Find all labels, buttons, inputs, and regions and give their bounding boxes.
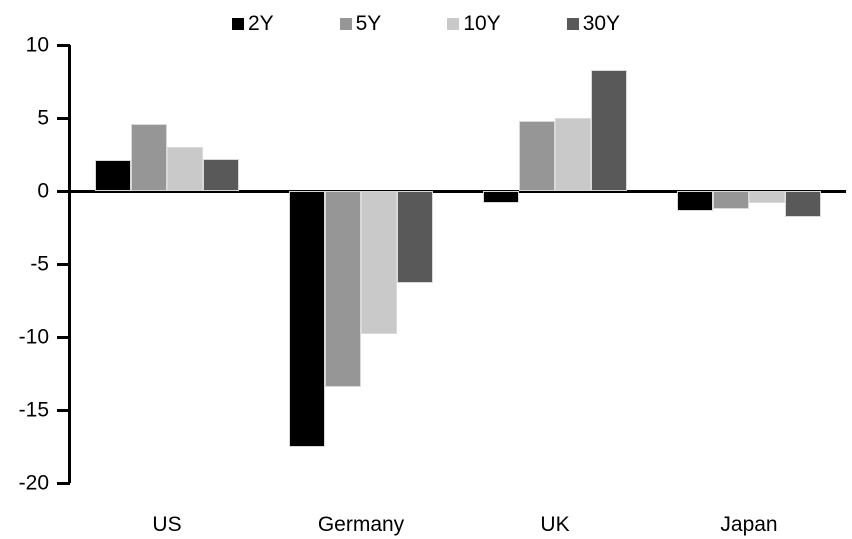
bar-us-10y xyxy=(167,147,203,191)
y-tick-label: -5 xyxy=(30,252,49,276)
y-axis-tick xyxy=(57,43,70,47)
y-axis-tick xyxy=(57,262,70,266)
bar-japan-2y xyxy=(677,191,713,212)
legend-item-2y: 2Y xyxy=(231,12,274,35)
y-axis-tick xyxy=(57,408,70,412)
bar-us-5y xyxy=(131,123,167,191)
y-axis-tick xyxy=(57,116,70,120)
y-axis-tick xyxy=(57,481,70,485)
bar-germany-30y xyxy=(397,191,433,283)
bar-japan-5y xyxy=(713,191,749,209)
y-tick-label: 5 xyxy=(37,106,49,130)
bar-uk-5y xyxy=(519,120,555,191)
legend-label: 30Y xyxy=(582,12,621,35)
bar-germany-10y xyxy=(361,191,397,335)
legend-label: 10Y xyxy=(463,12,501,35)
bar-uk-2y xyxy=(483,191,519,203)
x-axis-label-us: US xyxy=(152,513,182,536)
legend-item-5y: 5Y xyxy=(339,12,382,35)
legend-swatch-icon xyxy=(447,17,460,30)
y-tick-label: -20 xyxy=(18,471,49,495)
bar-japan-30y xyxy=(785,191,821,218)
legend-label: 5Y xyxy=(355,12,382,35)
legend-swatch-icon xyxy=(339,17,352,30)
y-axis-tick xyxy=(57,335,70,339)
bar-germany-2y xyxy=(289,191,325,447)
bar-uk-30y xyxy=(591,69,627,191)
y-tick-label: -10 xyxy=(18,325,49,349)
legend-swatch-icon xyxy=(566,17,579,30)
bar-germany-5y xyxy=(325,191,361,387)
x-axis-label-japan: Japan xyxy=(720,513,778,536)
legend-swatch-icon xyxy=(231,17,244,30)
legend-item-30y: 30Y xyxy=(566,12,621,35)
zero-line xyxy=(68,189,846,193)
bar-japan-10y xyxy=(749,191,785,203)
bar-uk-10y xyxy=(555,118,591,191)
y-tick-label: 10 xyxy=(25,33,49,57)
legend-item-10y: 10Y xyxy=(447,12,501,35)
y-tick-label: 0 xyxy=(37,179,49,203)
y-axis-tick xyxy=(57,189,70,193)
y-tick-label: -15 xyxy=(18,398,49,422)
chart-legend: 2Y 5Y 10Y 30Y xyxy=(0,13,852,34)
legend-label: 2Y xyxy=(247,12,274,35)
bar-us-30y xyxy=(203,158,239,191)
bar-us-2y xyxy=(95,160,131,191)
x-axis-label-germany: Germany xyxy=(317,513,405,536)
x-axis-label-uk: UK xyxy=(540,513,570,536)
